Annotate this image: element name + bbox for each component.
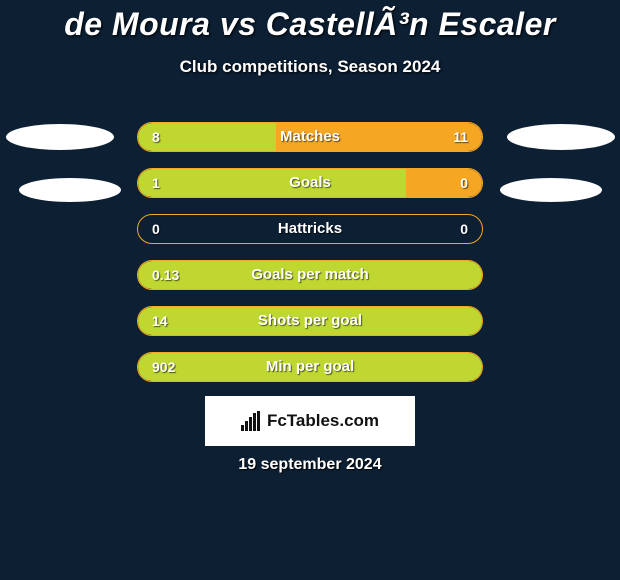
page-title: de Moura vs CastellÃ³n Escaler xyxy=(0,0,620,43)
placeholder-ellipse xyxy=(19,178,121,202)
bars-icon xyxy=(241,411,261,431)
metric-label: Matches xyxy=(138,123,482,152)
comparison-chart: 811Matches 10Goals 00Hattricks 0.13Goals pe… xyxy=(137,122,483,398)
stat-row: 14Shots per goal xyxy=(137,306,483,336)
placeholder-ellipse xyxy=(507,124,615,150)
metric-label: Shots per goal xyxy=(138,307,482,336)
stat-row: 10Goals xyxy=(137,168,483,198)
stat-row: 0.13Goals per match xyxy=(137,260,483,290)
fctables-logo[interactable]: FcTables.com xyxy=(205,396,415,446)
metric-label: Hattricks xyxy=(138,215,482,244)
metric-label: Goals xyxy=(138,169,482,198)
metric-label: Goals per match xyxy=(138,261,482,290)
placeholder-ellipse xyxy=(500,178,602,202)
placeholder-ellipse xyxy=(6,124,114,150)
logo-text: FcTables.com xyxy=(267,411,379,431)
stat-row: 902Min per goal xyxy=(137,352,483,382)
metric-label: Min per goal xyxy=(138,353,482,382)
date-label: 19 september 2024 xyxy=(0,456,620,474)
stat-row: 00Hattricks xyxy=(137,214,483,244)
subtitle: Club competitions, Season 2024 xyxy=(0,57,620,77)
stat-row: 811Matches xyxy=(137,122,483,152)
